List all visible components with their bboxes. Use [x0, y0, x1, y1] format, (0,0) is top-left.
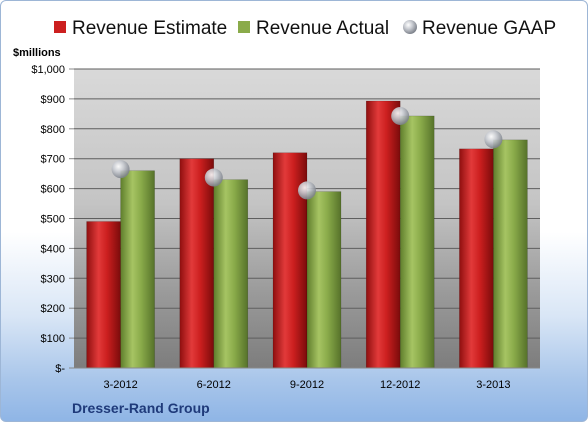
x-tick-label: 12-2012 [380, 379, 420, 391]
legend: Revenue Estimate Revenue Actual Revenue … [54, 18, 556, 39]
company-name-label: Dresser-Rand Group [72, 400, 210, 416]
y-tick-label: $200 [41, 303, 65, 315]
y-axis-ticks: $- $100 $200 $300 $400 $500 $600 $700 $800 $900 $1… [31, 64, 74, 375]
y-tick-label: $700 [41, 154, 65, 166]
bar-revenue-estimate [86, 221, 121, 369]
y-tick-label: $1,000 [31, 64, 65, 76]
y-tick-label: $800 [41, 124, 65, 136]
bar-revenue-estimate [365, 100, 401, 369]
bar-revenue-estimate [179, 158, 215, 369]
legend-swatch-revenue-actual [238, 21, 250, 33]
y-tick-label: $400 [41, 243, 65, 255]
marker-revenue-gaap [111, 160, 130, 179]
legend-label-revenue-estimate: Revenue Estimate [72, 18, 227, 39]
x-tick-label: 9-2012 [290, 379, 324, 391]
legend-label-revenue-actual: Revenue Actual [256, 18, 389, 39]
bar-revenue-estimate [459, 148, 494, 369]
x-axis-ticks: 3-2012 6-2012 9-2012 12-2012 3-2013 [103, 379, 510, 391]
y-tick-label: $500 [41, 214, 65, 226]
marker-revenue-gaap [391, 106, 410, 125]
marker-revenue-gaap [484, 130, 503, 149]
legend-swatch-revenue-estimate [54, 21, 66, 33]
x-tick-label: 6-2012 [197, 379, 231, 391]
legend-label-revenue-gaap: Revenue GAAP [422, 18, 556, 39]
y-tick-label: $- [55, 363, 65, 375]
bar-revenue-actual [493, 139, 528, 369]
y-tick-label: $300 [41, 273, 65, 285]
marker-revenue-gaap [298, 181, 316, 200]
x-tick-label: 3-2012 [103, 379, 137, 391]
bar-revenue-actual [120, 170, 155, 369]
y-tick-label: $600 [41, 184, 65, 196]
bars-group [86, 100, 528, 369]
x-tick-label: 3-2013 [476, 379, 510, 391]
marker-revenue-gaap [204, 168, 223, 187]
legend-swatch-revenue-gaap [403, 20, 417, 34]
bar-revenue-actual [399, 115, 435, 369]
y-tick-label: $100 [41, 333, 65, 345]
markers-group [111, 106, 503, 200]
bar-revenue-actual [306, 191, 342, 369]
y-axis-unit-label: $millions [13, 47, 61, 59]
y-tick-label: $900 [41, 94, 65, 106]
bar-revenue-actual [213, 179, 249, 369]
